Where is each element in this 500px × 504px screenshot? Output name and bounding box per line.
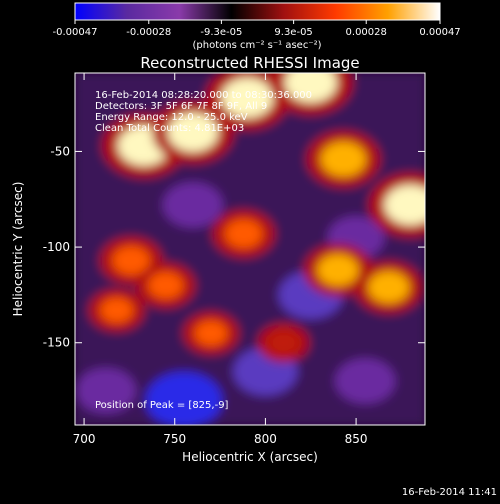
heatmap-high-region	[167, 112, 219, 152]
heatmap-high-region	[112, 246, 150, 275]
heatmap-high-region	[368, 271, 410, 304]
x-axis-ticks: 700 750 800 850	[73, 73, 368, 446]
y-axis-label: Heliocentric Y (arcsec)	[11, 182, 25, 317]
annotation-line: Clean Total Counts: 4.81E+03	[95, 123, 244, 134]
heatmap-high-region	[224, 219, 263, 249]
y-tick-label: -100	[43, 240, 70, 254]
x-axis-label: Heliocentric X (arcsec)	[182, 450, 318, 464]
colorbar-ticks: -0.00047 -0.00028 -9.3e-05 9.3e-05 0.00028 0.…	[53, 20, 461, 38]
annotation-line: Energy Range: 12.0 - 25.0 keV	[95, 112, 248, 123]
colorbar-tick-label: 0.00047	[419, 27, 460, 38]
heatmap-high-region	[148, 271, 184, 299]
colorbar-tick-label: -0.00028	[126, 27, 171, 38]
heatmap-high-region	[320, 141, 366, 177]
colorbar-tick-label: 0.00028	[346, 27, 387, 38]
colorbar	[74, 2, 441, 21]
annotation-line: Detectors: 3F 5F 6F 7F 8F 9F, All 9	[95, 101, 267, 112]
colorbar-unit-label: (photons cm⁻² s⁻¹ asec⁻²)	[192, 40, 321, 51]
heatmap-high-region	[384, 185, 425, 225]
heatmap-high-region	[317, 254, 359, 286]
y-tick-label: -50	[50, 144, 70, 158]
annotation-line: 16-Feb-2014 08:28:20.000 to 08:30:36.000	[95, 90, 312, 101]
heatmap-high-region	[100, 297, 134, 323]
x-tick-label: 750	[163, 432, 186, 446]
heatmap-low-region	[75, 368, 136, 413]
heatmap-high-region	[221, 77, 274, 118]
annotations: 16-Feb-2014 08:28:20.000 to 08:30:36.000…	[95, 90, 312, 134]
heatmap-image	[75, 73, 425, 425]
heatmap-high-region	[284, 73, 337, 103]
y-tick-label: -150	[43, 336, 70, 350]
chart-title: Reconstructed RHESSI Image	[140, 54, 359, 72]
x-tick-label: 800	[254, 432, 277, 446]
x-tick-label: 850	[345, 432, 368, 446]
colorbar-tick-label: -9.3e-05	[200, 27, 242, 38]
colorbar-tick-label: 9.3e-05	[274, 27, 312, 38]
y-axis-ticks: -50 -100 -150	[43, 144, 425, 350]
plot-frame	[74, 72, 426, 426]
heatmap-low-region	[162, 182, 223, 228]
colorbar-tick-label: -0.00047	[53, 27, 98, 38]
heatmap-low-region	[145, 372, 222, 425]
heatmap-high-region	[268, 331, 299, 355]
x-tick-label: 700	[73, 432, 96, 446]
heatmap-high-region	[194, 320, 228, 346]
heatmap-low-region	[335, 358, 396, 404]
timestamp: 16-Feb-2014 11:41	[402, 487, 497, 498]
peak-position-label: Position of Peak = [825,-9]	[95, 400, 229, 411]
